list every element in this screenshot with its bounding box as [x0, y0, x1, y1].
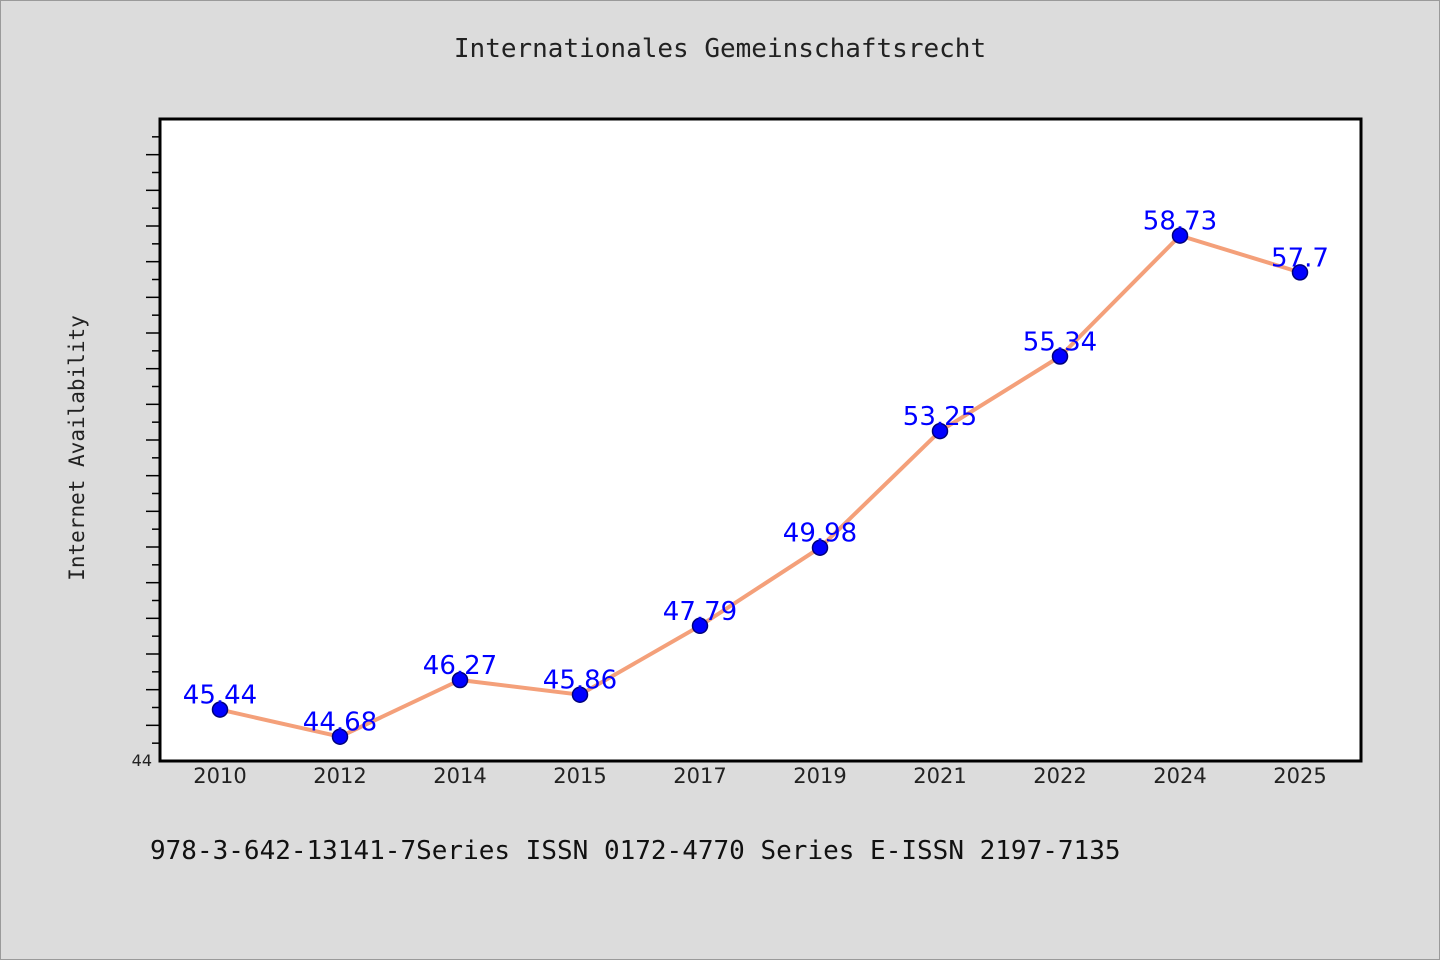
chart-title: Internationales Gemeinschaftsrecht	[453, 34, 987, 64]
data-label: 55.34	[1023, 328, 1097, 358]
data-point	[1171, 227, 1189, 244]
data-label: 45.86	[543, 666, 617, 696]
x-tick-label: 2022	[1033, 764, 1086, 788]
data-point	[1051, 348, 1069, 365]
data-label: 53.25	[903, 402, 977, 432]
data-label: 58.73	[1143, 207, 1217, 237]
data-labels: 45.44 44.68 46.27 45.86 47.79 49.98 53.25 55.34…	[183, 207, 1329, 738]
footer-issn-note: 978-3-642-13141-7Series ISSN 0172-4770 S…	[150, 836, 1121, 866]
data-point	[211, 701, 229, 718]
data-label: 57.7	[1271, 243, 1329, 273]
data-label: 46.27	[423, 651, 497, 681]
plot-area	[158, 117, 1363, 763]
x-tick-label: 2017	[673, 764, 726, 788]
x-tick-label: 2024	[1153, 764, 1206, 788]
data-point	[691, 617, 709, 635]
x-tick-label: 2010	[193, 764, 246, 788]
data-label: 47.79	[663, 597, 737, 627]
data-label: 44.68	[303, 708, 377, 738]
x-tick-label: 2021	[913, 764, 966, 788]
x-tick-label: 2019	[793, 764, 846, 788]
data-point	[811, 539, 829, 556]
data-label: 45.44	[183, 681, 257, 711]
data-point	[571, 686, 589, 703]
y-axis-min-label: 44	[132, 751, 152, 770]
x-tick-label: 2012	[313, 764, 366, 788]
data-label: 49.98	[783, 519, 857, 549]
x-tick-label: 2014	[433, 764, 486, 788]
x-tick-label: 2025	[1273, 764, 1326, 788]
data-point	[931, 422, 949, 440]
y-axis-ticks	[146, 136, 160, 744]
series-line	[219, 233, 1301, 739]
series-markers	[211, 227, 1309, 745]
x-tick-label: 2015	[553, 764, 606, 788]
data-point	[1291, 264, 1309, 281]
x-axis-ticks: 2010 2012 2014 2015 2017 2019 2021 2022 2024 2025	[193, 764, 1326, 788]
data-point	[451, 671, 469, 689]
data-point	[331, 728, 349, 745]
